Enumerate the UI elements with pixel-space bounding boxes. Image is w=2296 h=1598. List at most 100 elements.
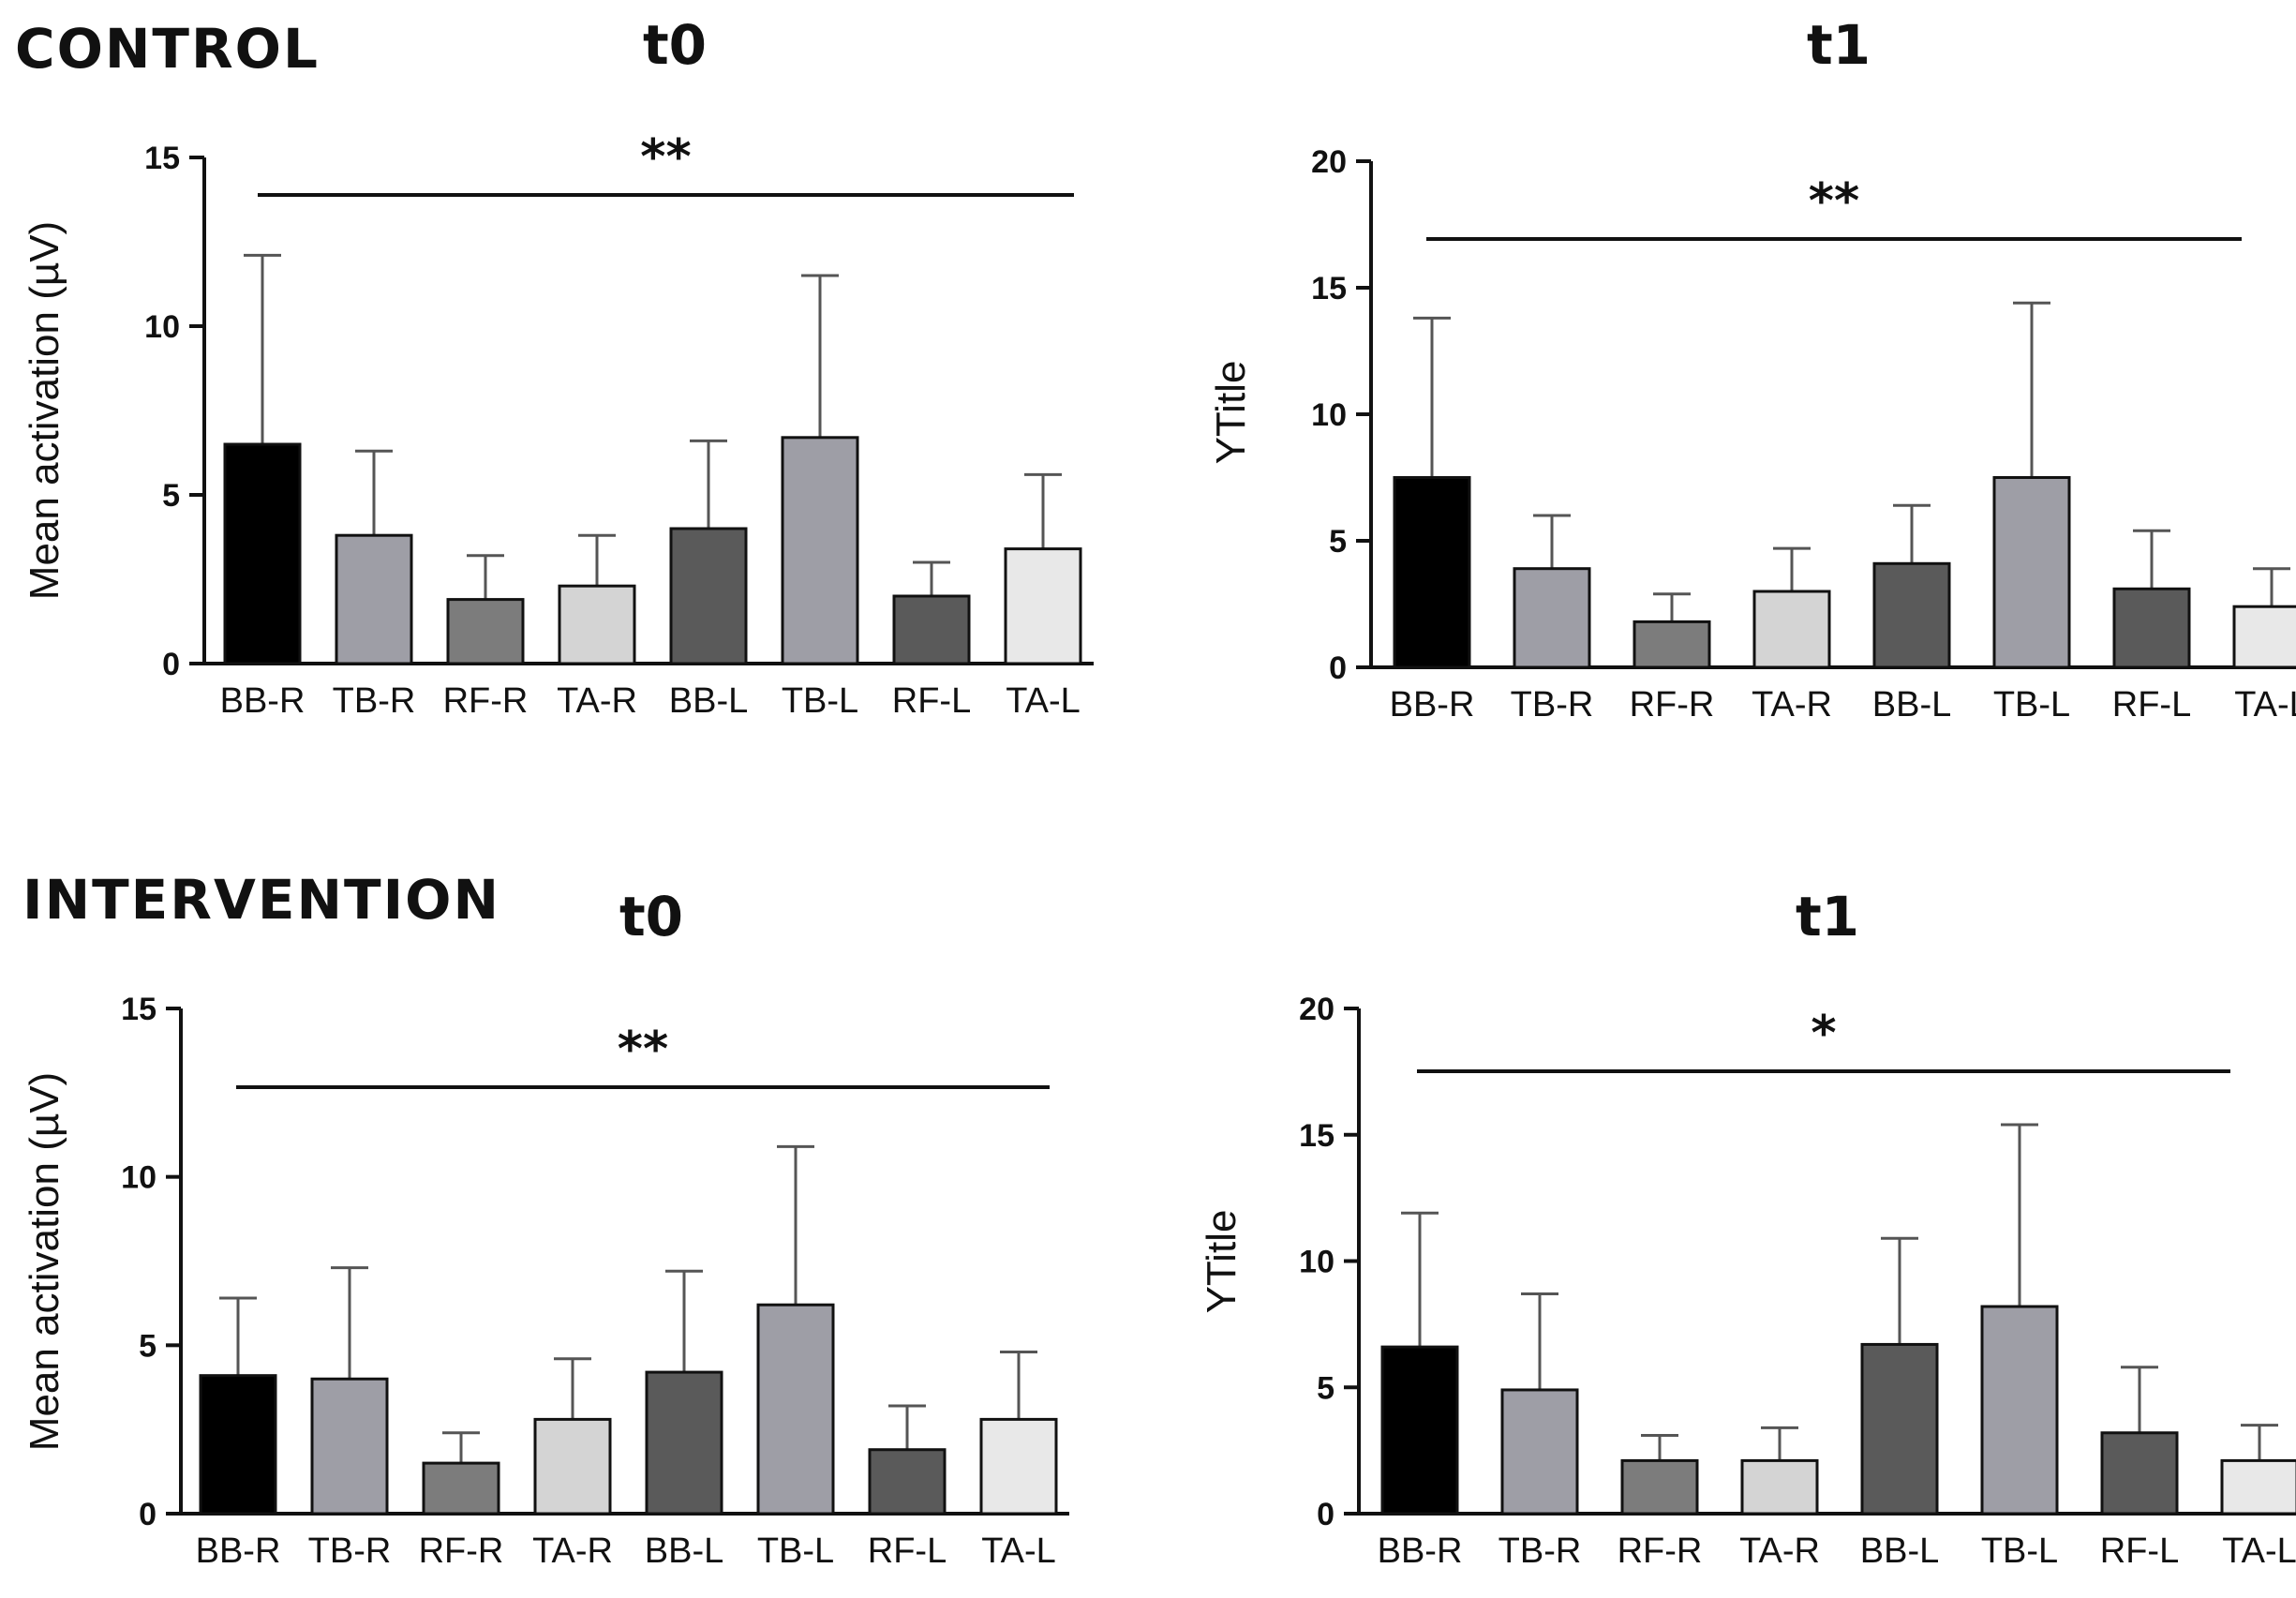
bar-ta-r	[1752, 590, 1831, 669]
significance-label: **	[1809, 173, 1859, 230]
bar-bb-r	[1380, 1345, 1459, 1516]
y-tick-label: 5	[139, 1328, 157, 1364]
x-tick-label: TA-L	[2234, 685, 2296, 724]
bar-tb-l	[756, 1303, 835, 1516]
x-tick-label: RF-L	[2112, 685, 2191, 724]
y-axis-title: Mean activation (µV)	[22, 1072, 67, 1451]
y-tick-label: 0	[1329, 650, 1347, 686]
y-tick-label: 15	[1311, 271, 1347, 306]
y-tick-label: 0	[162, 647, 180, 682]
bar-bb-l	[1860, 1342, 1939, 1516]
x-tick-label: TB-L	[782, 681, 858, 721]
bar-ta-l	[2220, 1458, 2296, 1516]
x-tick-label: RF-R	[1630, 685, 1715, 724]
y-tick-label: 5	[162, 478, 180, 514]
bar-tb-r	[1513, 567, 1591, 669]
x-tick-label: TA-L	[2222, 1531, 2296, 1571]
bar-rf-l	[868, 1448, 947, 1516]
x-tick-label: RF-R	[419, 1531, 504, 1571]
x-tick-label: RF-R	[443, 681, 529, 721]
x-tick-label: RF-L	[868, 1531, 947, 1571]
chart-intervention-t0: t0 Mean activation (µV) 0 5 10 15 BB-R TB-R RF-R…	[22, 885, 1069, 1571]
bar-ta-l	[1004, 547, 1082, 665]
y-tick-label: 10	[1311, 397, 1347, 433]
y-tick-label: 10	[144, 309, 180, 345]
x-tick-label: BB-L	[1860, 1531, 1939, 1571]
y-tick-label: 15	[144, 141, 180, 176]
bar-ta-r	[1740, 1458, 1819, 1516]
x-tick-label: RF-R	[1618, 1531, 1703, 1571]
panel-title: t1	[1807, 13, 1871, 77]
bar-rf-r	[446, 598, 525, 665]
x-tick-label: TA-R	[1752, 685, 1832, 724]
x-tick-label: TB-R	[1498, 1531, 1582, 1571]
bar-tb-l	[1980, 1305, 2059, 1516]
bar-bb-l	[669, 527, 748, 665]
x-tick-label: BB-L	[669, 681, 748, 721]
chart-intervention-t1: t1 YTitle 0 5 10 15 20 BB-R TB-R RF-R TA-R BB-L TB-L…	[1199, 885, 2296, 1571]
bar-ta-l	[979, 1417, 1058, 1516]
significance-label: **	[640, 129, 691, 186]
bar-rf-l	[892, 594, 971, 665]
bar-rf-l	[2100, 1431, 2179, 1516]
y-axis-title: YTitle	[1208, 361, 1254, 465]
panel-title: t1	[1796, 885, 1859, 948]
y-tick-label: 15	[121, 992, 157, 1027]
y-tick-label: 5	[1329, 524, 1347, 560]
x-tick-label: TA-R	[1739, 1531, 1820, 1571]
y-tick-label: 0	[1317, 1497, 1334, 1532]
bar-rf-r	[422, 1461, 500, 1516]
y-axis-title: Mean activation (µV)	[22, 221, 67, 600]
y-tick-label: 20	[1299, 992, 1334, 1027]
bar-bb-r	[223, 442, 302, 665]
x-tick-label: BB-R	[220, 681, 306, 721]
bar-tb-r	[335, 533, 413, 665]
x-tick-label: TA-R	[557, 681, 637, 721]
bar-ta-r	[533, 1417, 612, 1516]
group-label-intervention: INTERVENTION	[22, 868, 500, 932]
bar-rf-l	[2112, 587, 2191, 669]
x-tick-label: BB-R	[1378, 1531, 1463, 1571]
bar-bb-r	[199, 1374, 277, 1516]
x-tick-label: TB-R	[333, 681, 416, 721]
bar-tb-r	[310, 1377, 389, 1516]
y-tick-label: 10	[1299, 1245, 1334, 1280]
bar-tb-l	[781, 436, 859, 665]
bar-bb-r	[1393, 476, 1471, 669]
x-tick-label: RF-L	[2100, 1531, 2179, 1571]
group-label-control: CONTROL	[15, 17, 320, 81]
x-tick-label: TB-R	[1511, 685, 1594, 724]
x-tick-label: RF-L	[892, 681, 971, 721]
bar-tb-r	[1500, 1388, 1579, 1516]
y-tick-label: 0	[139, 1497, 157, 1532]
x-tick-label: BB-L	[1872, 685, 1951, 724]
bar-bb-l	[1872, 561, 1951, 669]
y-tick-label: 5	[1317, 1370, 1334, 1406]
bar-rf-r	[1620, 1458, 1699, 1516]
x-tick-label: TA-L	[981, 1531, 1056, 1571]
x-tick-label: TB-L	[1993, 685, 2070, 724]
y-tick-label: 10	[121, 1160, 157, 1196]
y-axis-title: YTitle	[1199, 1210, 1245, 1314]
panel-title: t0	[643, 13, 707, 77]
significance-label: **	[618, 1022, 668, 1078]
x-tick-label: TB-R	[308, 1531, 392, 1571]
chart-control-t0: t0 Mean activation (µV) 0 5 10 15 BB-R TB-R RF-R…	[22, 13, 1094, 721]
x-tick-label: TA-R	[532, 1531, 613, 1571]
bar-tb-l	[1992, 476, 2071, 669]
panel-title: t0	[619, 885, 683, 948]
x-tick-label: TA-L	[1006, 681, 1081, 721]
bar-ta-l	[2232, 605, 2296, 669]
y-tick-label: 20	[1311, 144, 1347, 180]
bar-rf-r	[1633, 620, 1711, 669]
y-tick-label: 15	[1299, 1118, 1334, 1154]
x-tick-label: BB-R	[1390, 685, 1475, 724]
bar-bb-l	[645, 1370, 723, 1516]
x-tick-label: BB-L	[645, 1531, 723, 1571]
significance-label: *	[1811, 1006, 1836, 1062]
bar-ta-r	[558, 584, 636, 665]
chart-control-t1: t1 YTitle 0 5 10 15 20 BB-R TB-R RF-R TA-R BB-L TB-L…	[1208, 13, 2296, 724]
x-tick-label: TB-L	[1981, 1531, 2058, 1571]
x-tick-label: TB-L	[757, 1531, 834, 1571]
